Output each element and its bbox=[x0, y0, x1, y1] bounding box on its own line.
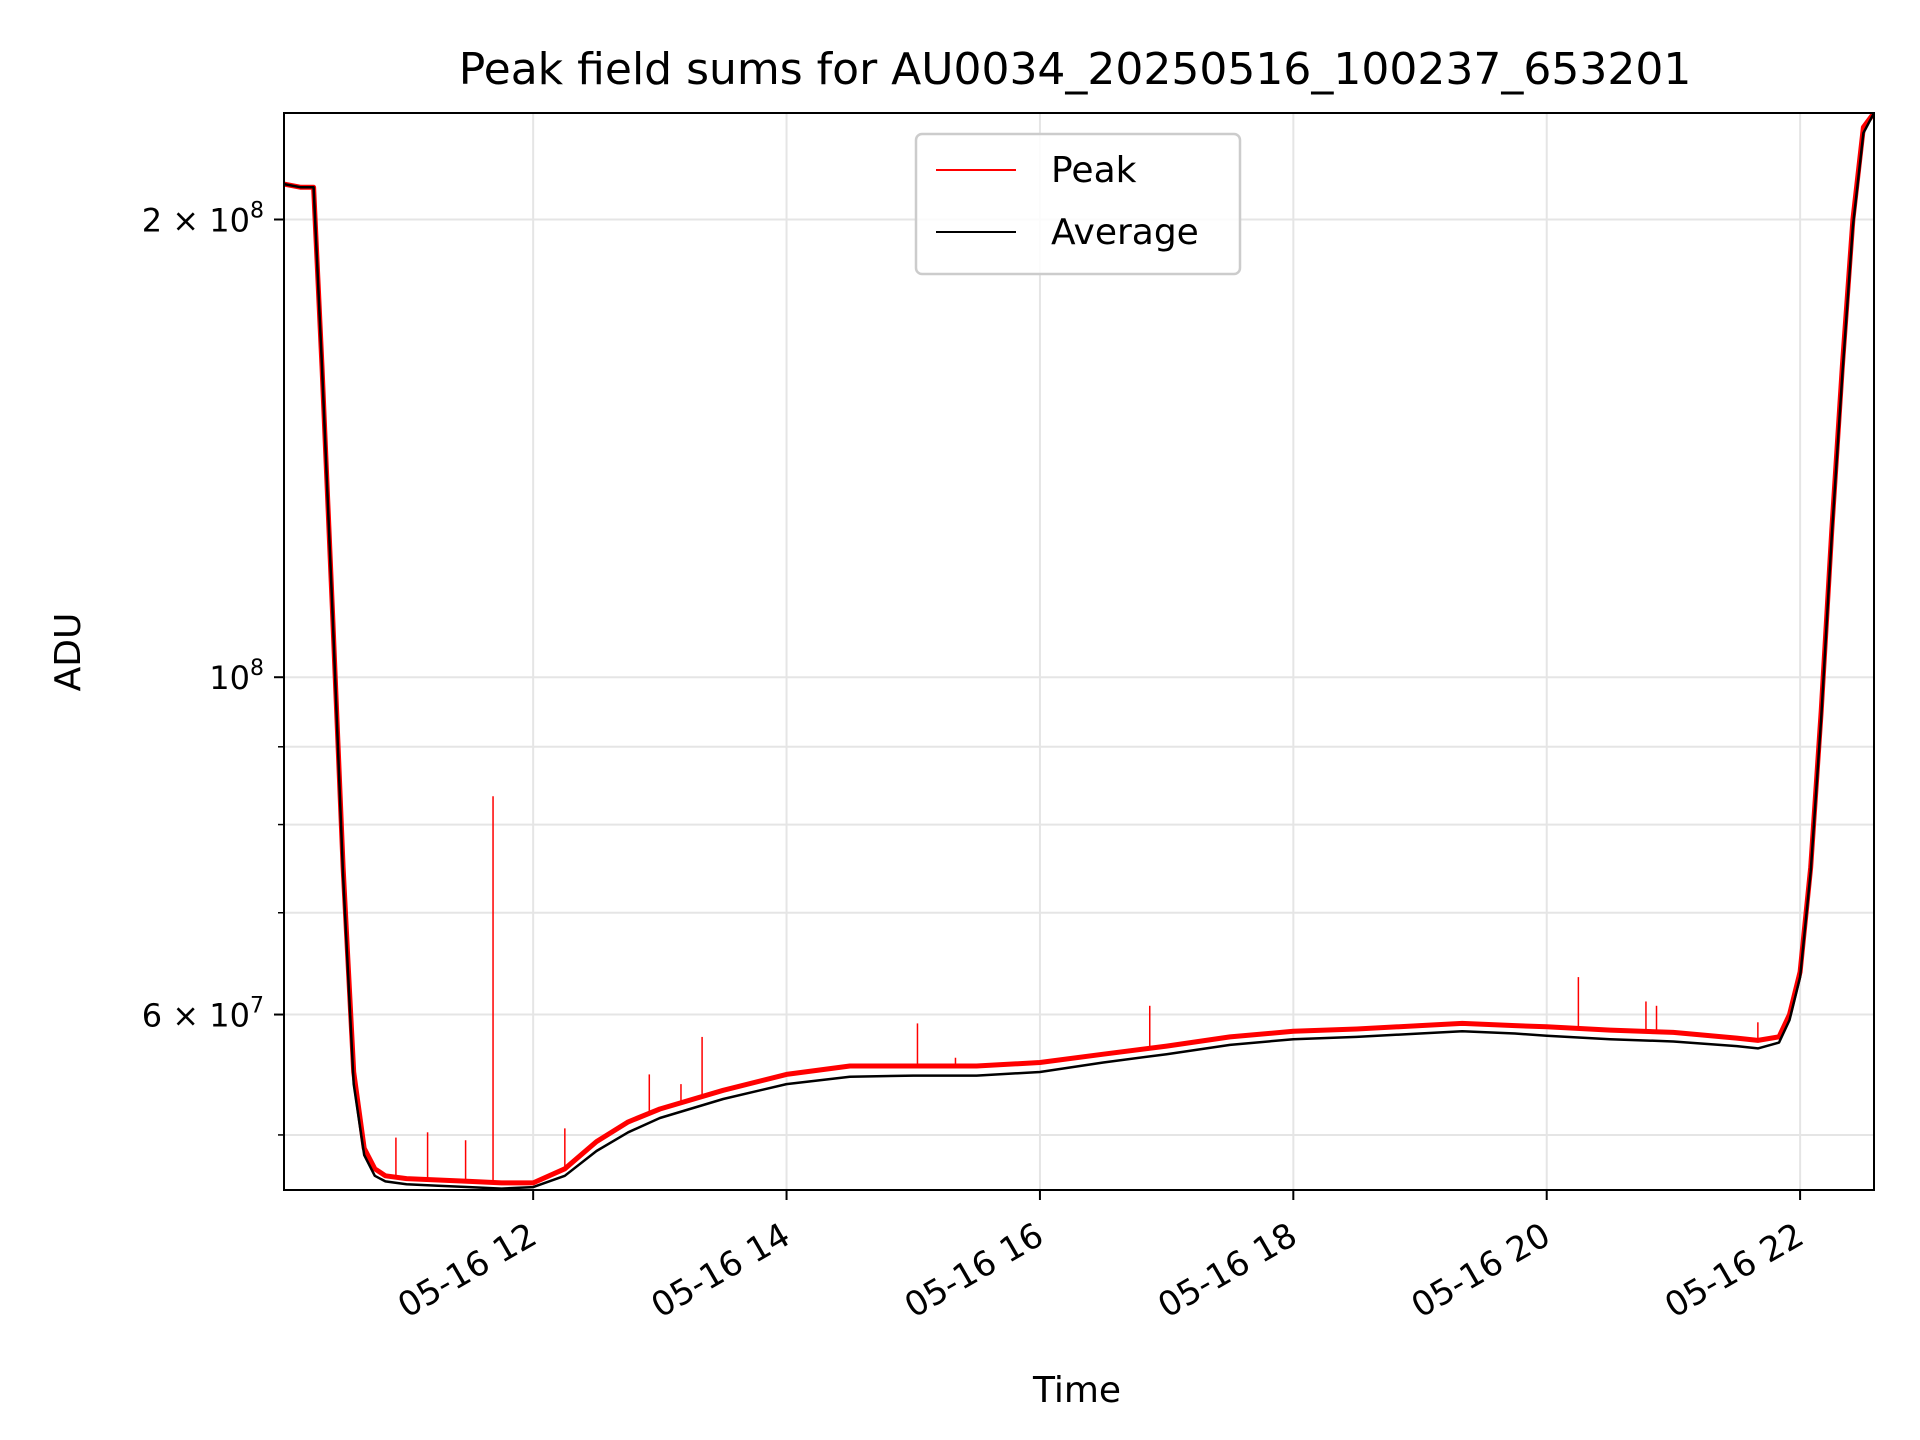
y-tick-label: 108 bbox=[209, 656, 264, 697]
y-tick-label: 2 × 108 bbox=[142, 198, 264, 239]
legend: Peak Average bbox=[914, 132, 1242, 276]
series-layer bbox=[284, 113, 1874, 1190]
y-tick-exponent: 8 bbox=[250, 198, 264, 223]
y-tick-label: 6 × 107 bbox=[142, 994, 264, 1035]
series-line-peak bbox=[284, 113, 1874, 1186]
x-axis-label: Time bbox=[1032, 1370, 1121, 1411]
y-tick-mantissa: 2 × 10 bbox=[142, 201, 250, 239]
grid-lines bbox=[284, 113, 1874, 1190]
y-tick-mantissa: 10 bbox=[209, 659, 250, 697]
chart-title: Peak field sums for AU0034_20250516_1002… bbox=[459, 44, 1692, 95]
y-axis-label: ADU bbox=[48, 613, 89, 692]
y-tick-mantissa: 6 × 10 bbox=[142, 997, 250, 1035]
legend-label-average: Average bbox=[1051, 212, 1199, 253]
legend-label-peak: Peak bbox=[1051, 150, 1137, 191]
series-line-average bbox=[284, 113, 1874, 1190]
plot-frame bbox=[283, 112, 1875, 1191]
y-tick-exponent: 7 bbox=[250, 994, 264, 1019]
y-tick-exponent: 8 bbox=[250, 656, 264, 681]
